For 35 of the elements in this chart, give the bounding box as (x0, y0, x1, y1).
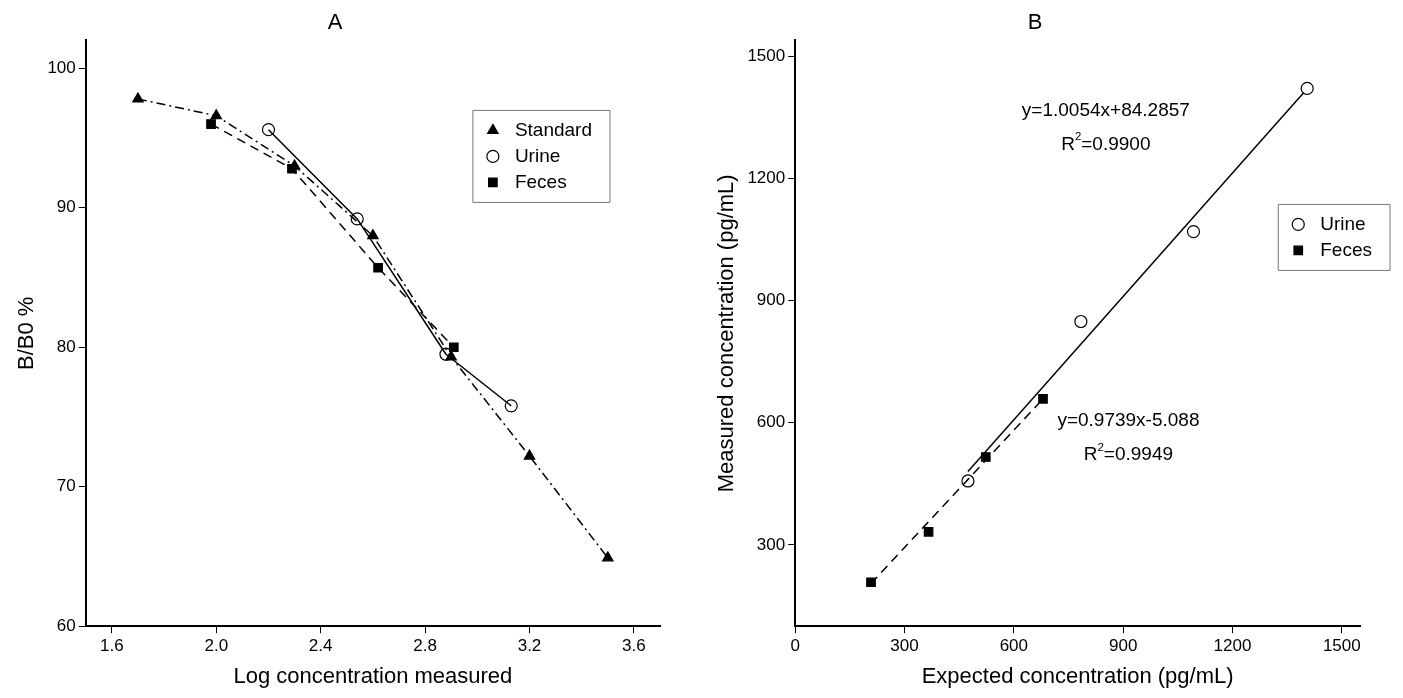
x-tick-label: 1.6 (100, 636, 124, 656)
legend-label: Urine (1320, 212, 1366, 234)
x-tick-label: 2.4 (308, 636, 333, 656)
legend-label: Feces (514, 170, 567, 192)
x-tick-label: 900 (1108, 636, 1138, 656)
x-tick-label: 600 (999, 636, 1029, 656)
x-tick-label: 2.0 (204, 636, 229, 656)
legend-label: Urine (514, 144, 561, 166)
x-tick-label: 3.6 (622, 636, 646, 656)
x-tick-label: 2.8 (413, 636, 437, 656)
x-tick-label: 0 (790, 636, 800, 656)
y-tick-label: 60 (56, 615, 76, 635)
legend-label: Feces (1320, 238, 1373, 260)
y-tick-label: 80 (56, 336, 76, 356)
x-tick-label: 1200 (1213, 636, 1252, 656)
x-tick-label: 3.2 (517, 636, 542, 656)
y-tick-label: 900 (756, 290, 786, 310)
x-tick-label: 300 (890, 636, 919, 656)
y-axis-title: Measured concentration (pg/mL) (713, 174, 739, 493)
y-tick-label: 100 (47, 57, 76, 77)
legend-label: Standard (514, 118, 593, 140)
x-axis-title: Expected concentration (pg/mL) (921, 662, 1234, 688)
annotation: y=1.0054x+84.2857 (1021, 98, 1190, 120)
annotation: y=0.9739x-5.088 (1057, 409, 1200, 431)
x-axis-title: Log concentration measured (233, 662, 513, 688)
y-tick-label: 1200 (747, 168, 786, 188)
y-tick-label: 90 (56, 197, 76, 217)
y-tick-label: 70 (56, 476, 76, 496)
y-tick-label: 300 (756, 534, 786, 554)
chart-title: B (1027, 9, 1043, 35)
y-tick-label: 1500 (747, 46, 786, 66)
y-tick-label: 600 (756, 412, 786, 432)
x-tick-label: 1500 (1322, 636, 1361, 656)
chart-title: A (327, 9, 343, 35)
y-axis-title: B/B0 % (13, 296, 39, 370)
